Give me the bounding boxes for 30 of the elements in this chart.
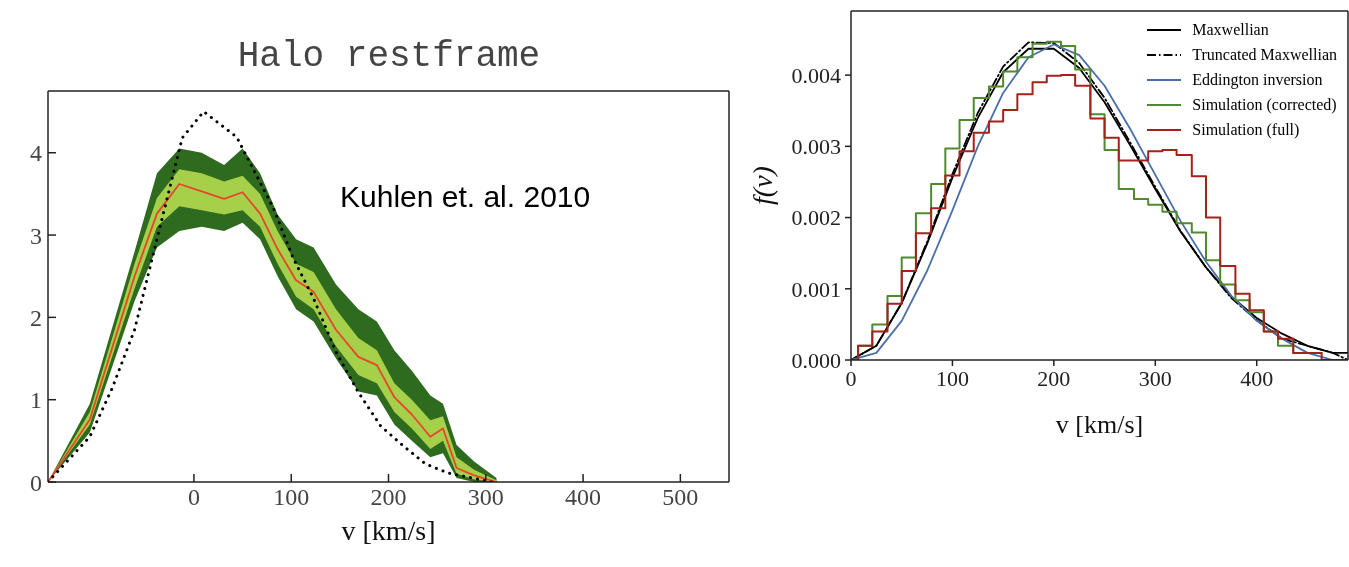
chart-title: Halo restframe <box>236 36 542 77</box>
x-axis-title: v [km/s] <box>341 515 436 546</box>
x-tick-label: 300 <box>1138 365 1172 391</box>
x-tick-label: 100 <box>935 365 969 391</box>
y-tick-label: 0.001 <box>791 276 841 302</box>
legend-label: Eddington inversion <box>1192 70 1323 89</box>
y-tick-label: 0.004 <box>791 62 841 88</box>
x-tick-label: 100 <box>273 484 310 511</box>
x-tick-label: 0 <box>187 484 200 511</box>
y-tick-label: 3 <box>30 222 42 249</box>
y-tick-label: 2 <box>30 304 42 331</box>
x-tick-label: 200 <box>370 484 407 511</box>
x-tick-label: 200 <box>1037 365 1071 391</box>
y-tick-label: 4 <box>30 140 42 167</box>
x-tick-label: 0 <box>845 365 857 391</box>
x-tick-label: 400 <box>1240 365 1274 391</box>
y-axis-title: f(v) <box>746 166 778 205</box>
x-tick-label: 300 <box>467 484 504 511</box>
legend-label: Truncated Maxwellian <box>1192 46 1337 65</box>
y-tick-label: 0.000 <box>791 347 841 373</box>
x-axis-title: v [km/s] <box>1055 410 1144 440</box>
x-tick-label: 400 <box>565 484 602 511</box>
legend-label: Simulation (corrected) <box>1192 95 1337 114</box>
y-tick-label: 0.002 <box>791 205 841 231</box>
x-tick-label: 500 <box>662 484 699 511</box>
y-tick-label: 1 <box>30 387 42 414</box>
annotation: Kuhlen et. al. 2010 <box>340 180 591 214</box>
legend-label: Simulation (full) <box>1192 120 1300 139</box>
legend-label: Maxwellian <box>1192 21 1269 40</box>
y-tick-label: 0.003 <box>791 134 841 160</box>
